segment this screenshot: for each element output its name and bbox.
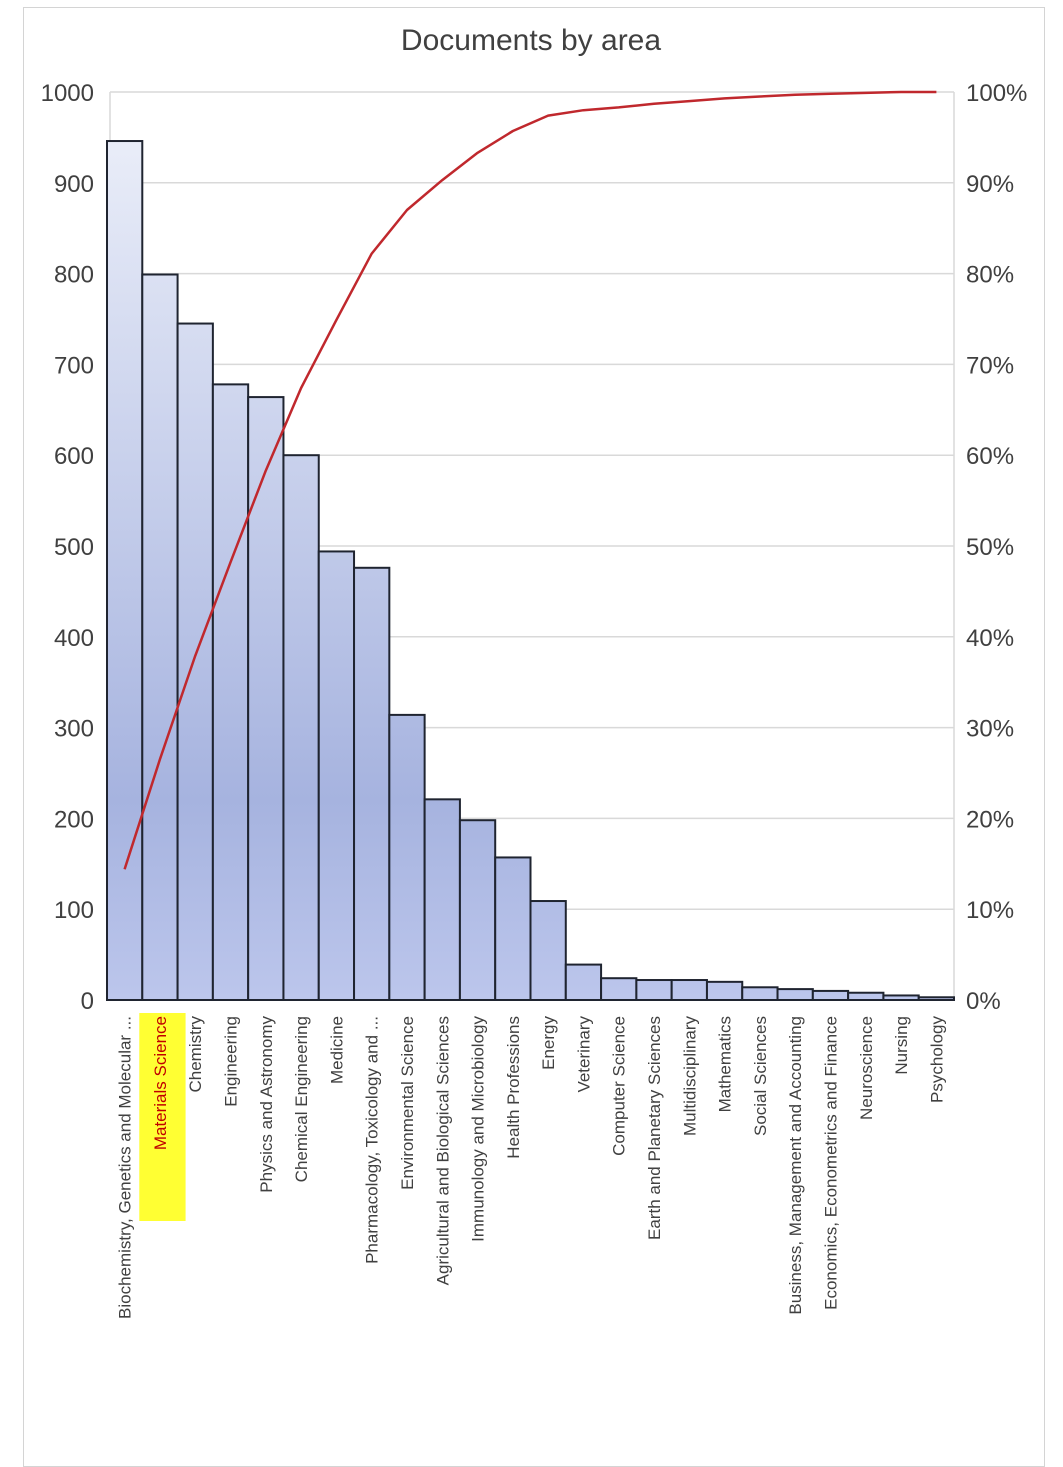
bar [672, 980, 707, 1000]
x-category-label: Engineering [222, 1016, 241, 1107]
y2-tick-label: 0% [966, 988, 1001, 1015]
bar [601, 978, 636, 1000]
x-category-label: Environmental Science [398, 1016, 417, 1190]
x-category-label: Chemical Engineering [292, 1016, 311, 1182]
y2-tick-label: 90% [966, 171, 1014, 198]
bar [213, 384, 248, 1000]
x-category-label: Biochemistry, Genetics and Molecular ... [116, 1016, 135, 1319]
x-category-label: Multidisciplinary [680, 1016, 699, 1136]
x-category-label: Mathematics [716, 1016, 735, 1112]
x-category-label: Agricultural and Biological Sciences [433, 1016, 452, 1285]
bar [319, 551, 354, 1000]
x-category-label: Nursing [892, 1016, 911, 1075]
bar [883, 995, 918, 1000]
bar [531, 901, 566, 1000]
chart-title: Documents by area [401, 24, 661, 57]
bar [248, 397, 283, 1000]
y2-tick-label: 70% [966, 352, 1014, 379]
x-category-label: Business, Management and Accounting [786, 1016, 805, 1315]
bar [566, 965, 601, 1000]
y2-tick-label: 100% [966, 80, 1027, 107]
y-tick-label: 900 [54, 171, 94, 198]
bar [142, 275, 177, 1000]
y-axis-right: 0% 10% 20% 30% 40% 50% 60% 70% 80% 90% 100% [966, 80, 1027, 1015]
y2-tick-label: 10% [966, 897, 1014, 924]
y-tick-label: 400 [54, 625, 94, 652]
y2-tick-label: 30% [966, 716, 1014, 743]
x-category-label: Immunology and Microbiology [469, 1016, 488, 1242]
bar [460, 820, 495, 1000]
bar [495, 857, 530, 1000]
y-tick-label: 800 [54, 262, 94, 289]
y-tick-label: 300 [54, 716, 94, 743]
bar [283, 455, 318, 1000]
x-category-label: Health Professions [504, 1016, 523, 1159]
y-tick-label: 100 [54, 897, 94, 924]
bar [354, 568, 389, 1000]
y-tick-label: 1000 [41, 80, 94, 107]
y-axis-left: 0 100 200 300 400 500 600 700 800 900 1000 [41, 80, 94, 1015]
bar [848, 993, 883, 1000]
bar [636, 980, 671, 1000]
x-category-label: Chemistry [186, 1016, 205, 1093]
x-category-label: Earth and Planetary Sciences [645, 1016, 664, 1240]
y-tick-label: 700 [54, 352, 94, 379]
y-tick-label: 0 [81, 988, 94, 1015]
x-category-label: Social Sciences [751, 1016, 770, 1136]
bar [389, 715, 424, 1000]
bar [813, 991, 848, 1000]
x-category-label: Veterinary [574, 1016, 593, 1093]
y2-tick-label: 50% [966, 534, 1014, 561]
x-category-label: Medicine [327, 1016, 346, 1084]
y-tick-label: 500 [54, 534, 94, 561]
bar [742, 987, 777, 1000]
x-category-label: Materials Science [151, 1016, 170, 1150]
x-category-label: Energy [539, 1016, 558, 1070]
x-category-label: Economics, Econometrics and Finance [822, 1016, 841, 1310]
x-axis-categories: Biochemistry, Genetics and Molecular ...… [116, 1013, 947, 1319]
x-category-label: Neuroscience [857, 1016, 876, 1120]
bar-series [107, 141, 954, 1000]
y2-tick-label: 80% [966, 262, 1014, 289]
bar [107, 141, 142, 1000]
bar [178, 324, 213, 1000]
x-category-label: Psychology [927, 1016, 946, 1103]
bar [425, 799, 460, 1000]
bar [778, 989, 813, 1000]
bar [919, 997, 954, 1000]
y-tick-label: 200 [54, 806, 94, 833]
bar [707, 982, 742, 1000]
y2-tick-label: 40% [966, 625, 1014, 652]
y-tick-label: 600 [54, 443, 94, 470]
x-category-label: Physics and Astronomy [257, 1016, 276, 1193]
y2-tick-label: 20% [966, 806, 1014, 833]
y2-tick-label: 60% [966, 443, 1014, 470]
x-category-label: Pharmacology, Toxicology and ... [363, 1016, 382, 1264]
x-category-label: Computer Science [610, 1016, 629, 1156]
